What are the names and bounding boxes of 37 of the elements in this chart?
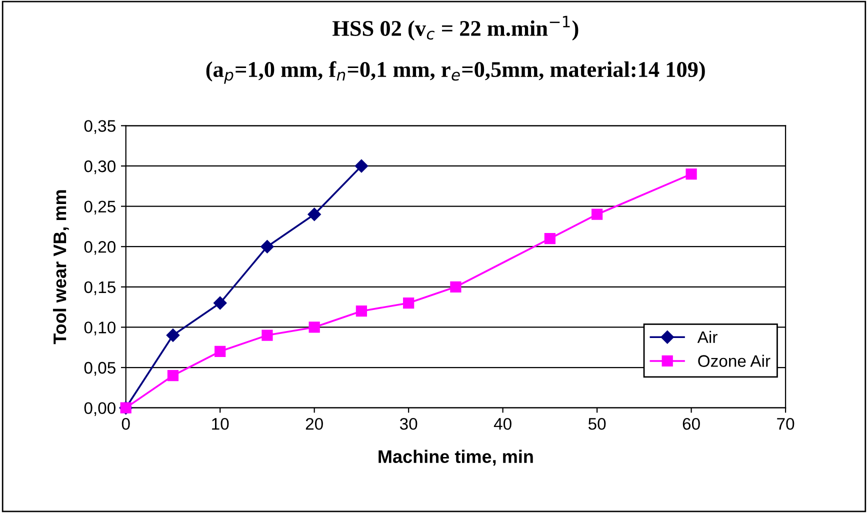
point — [403, 297, 414, 309]
point — [308, 208, 321, 221]
point — [262, 330, 273, 341]
y-tick-label: 0,25 — [84, 200, 116, 214]
y-tick-label: 0,10 — [84, 322, 116, 336]
x-tick-label: 40 — [494, 418, 512, 430]
chart-title: HSS 02 (v$_{c}$ = 22 m.min$^{−1}$) — [332, 16, 578, 40]
y-tick-label: 0,35 — [84, 120, 116, 134]
y-axis-title: Tool wear VB, mm — [52, 190, 69, 344]
point — [260, 240, 274, 254]
point — [686, 168, 697, 180]
legend-label: Air — [697, 330, 718, 343]
point — [544, 232, 556, 244]
y-tick-label: 0,05 — [84, 362, 116, 376]
y-tick-label: 0,00 — [84, 402, 116, 416]
y-tick-label: 0,15 — [84, 281, 116, 296]
x-tick-label: 70 — [777, 418, 794, 430]
legend-label: Ozone Air — [698, 354, 770, 367]
x-tick-label: 60 — [682, 418, 700, 430]
y-tick-label: 0,20 — [84, 241, 116, 255]
x-tick-label: 10 — [212, 418, 229, 430]
point — [450, 281, 462, 292]
point — [356, 306, 368, 317]
x-tick-label: 50 — [588, 418, 606, 430]
x-axis-title: Machine time, min — [378, 450, 533, 466]
point — [308, 322, 320, 333]
point — [167, 370, 179, 382]
chart-subtitle: (a$_{p}$=1,0 mm, f$_{n}$=0,1 mm, r$_{e}$=0,5mm, material:14 109) — [206, 61, 705, 84]
point — [354, 159, 368, 173]
point — [166, 328, 180, 342]
y-tick-label: 0,30 — [84, 160, 116, 174]
x-tick-label: 20 — [306, 418, 323, 430]
x-tick-label: 0 — [122, 418, 130, 430]
x-tick-label: 30 — [400, 418, 418, 430]
point — [592, 208, 603, 220]
point — [214, 346, 226, 357]
point — [214, 296, 227, 310]
